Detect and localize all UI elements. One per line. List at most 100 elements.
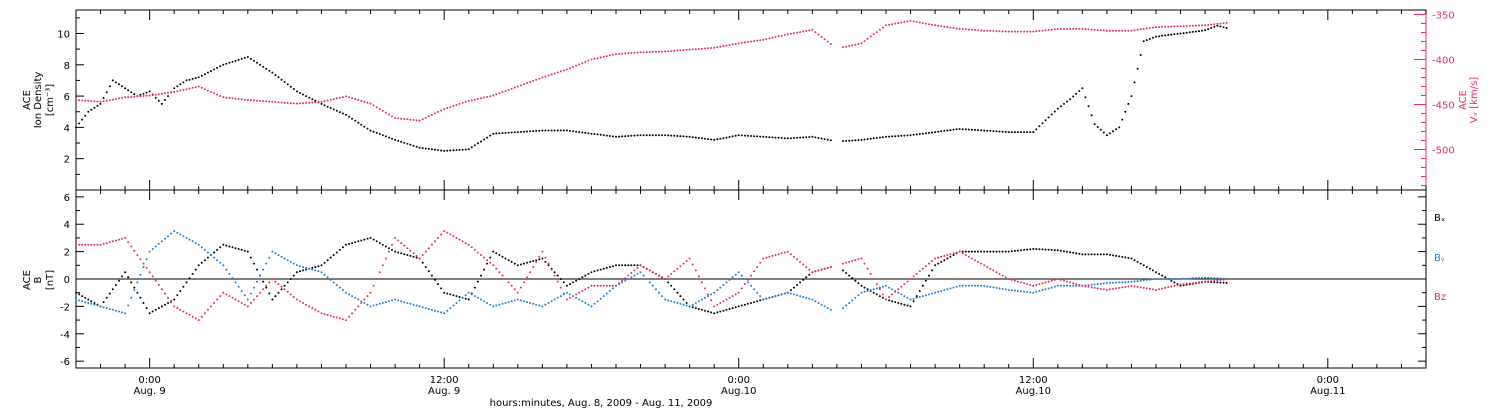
bz-point [1032,284,1035,287]
by-point [891,288,894,291]
by-point [305,266,308,269]
by-point [746,281,749,284]
bz-point [167,296,169,299]
bx-point [1023,248,1026,251]
by-point [314,269,317,272]
density-point [605,134,608,137]
by-point [958,284,961,287]
bx-point [977,250,979,253]
vx-point [1142,27,1145,30]
bz-point [369,291,372,294]
density-point [84,114,87,117]
density-point [618,135,621,138]
density-point [302,93,304,96]
bz-point [1038,283,1041,286]
by-point [1059,284,1062,287]
bz-point [246,305,249,308]
vx-point [498,92,501,95]
vx-point [476,97,479,100]
bx-point [1016,249,1019,252]
vx-point [1179,25,1182,28]
bx-point [857,282,860,285]
bx-point [986,250,989,253]
by-point [458,299,461,302]
bz-point [802,263,805,266]
density-point [256,61,258,64]
bz-point [1072,282,1075,285]
vx-point [602,55,605,58]
bx-point [1093,253,1096,256]
bx-point [1127,256,1130,259]
bz-point [553,274,556,277]
density-point [1075,92,1078,95]
bz-point [381,264,384,267]
vx-point [1078,27,1081,30]
vx-point [654,50,657,53]
by-point [480,298,482,301]
by-point [455,302,458,304]
vx-point [780,34,783,37]
vx-point [1026,30,1029,33]
bx-point [734,306,737,309]
bx-point [354,241,357,244]
density-point [489,134,492,137]
density-y-tick-label: 6 [64,92,70,103]
by-point [688,305,691,308]
density-point [216,66,219,69]
bx-point [928,274,930,277]
by-point [921,295,924,298]
density-point [108,85,111,88]
density-point [1102,131,1105,134]
bx-point [446,292,449,295]
bz-point [1127,285,1130,288]
vx-point [1105,29,1108,32]
vx-point [1075,27,1078,30]
b-axis-label-line: ACE [22,270,33,290]
bz-point [688,257,691,260]
vx-point [1222,22,1225,25]
density-point [259,63,262,66]
by-point [1210,277,1213,279]
bz-point [977,260,979,263]
bx-point [249,256,252,259]
by-point [602,295,605,298]
b-axis-label-line: [nT] [45,270,56,290]
vx-point [658,50,660,53]
density-point [1063,102,1065,105]
bx-point [746,302,749,305]
by-point [1155,278,1157,280]
bz-point [921,267,924,270]
by-point [903,295,906,298]
bz-point [403,244,406,247]
by-point [811,298,814,301]
bz-point [860,257,863,260]
bx-point [992,250,995,253]
vx-point [924,22,927,25]
vx-point [283,101,286,104]
by-point [642,274,645,277]
density-point [412,144,415,147]
bx-point [529,260,532,263]
density-point [578,131,581,134]
b-y-tick-label: 2 [64,248,70,259]
vx-point [842,46,844,49]
bx-point [1164,276,1167,279]
x-tick-label-time: 0:00 [727,375,749,386]
bx-point [1109,253,1111,256]
density-point [437,149,439,152]
density-point [569,129,571,132]
bz-point [237,300,240,303]
by-point [983,284,986,287]
density-point [354,119,357,122]
vx-point [507,88,510,91]
by-point [265,262,268,265]
bx-point [523,262,525,265]
vx-point [206,89,209,92]
vx-point [667,50,670,53]
density-point [1176,32,1179,35]
bx-point [504,257,507,260]
by-point [630,276,633,279]
bx-point [1099,253,1102,256]
bz-point [299,300,301,303]
vx-point [326,99,329,102]
